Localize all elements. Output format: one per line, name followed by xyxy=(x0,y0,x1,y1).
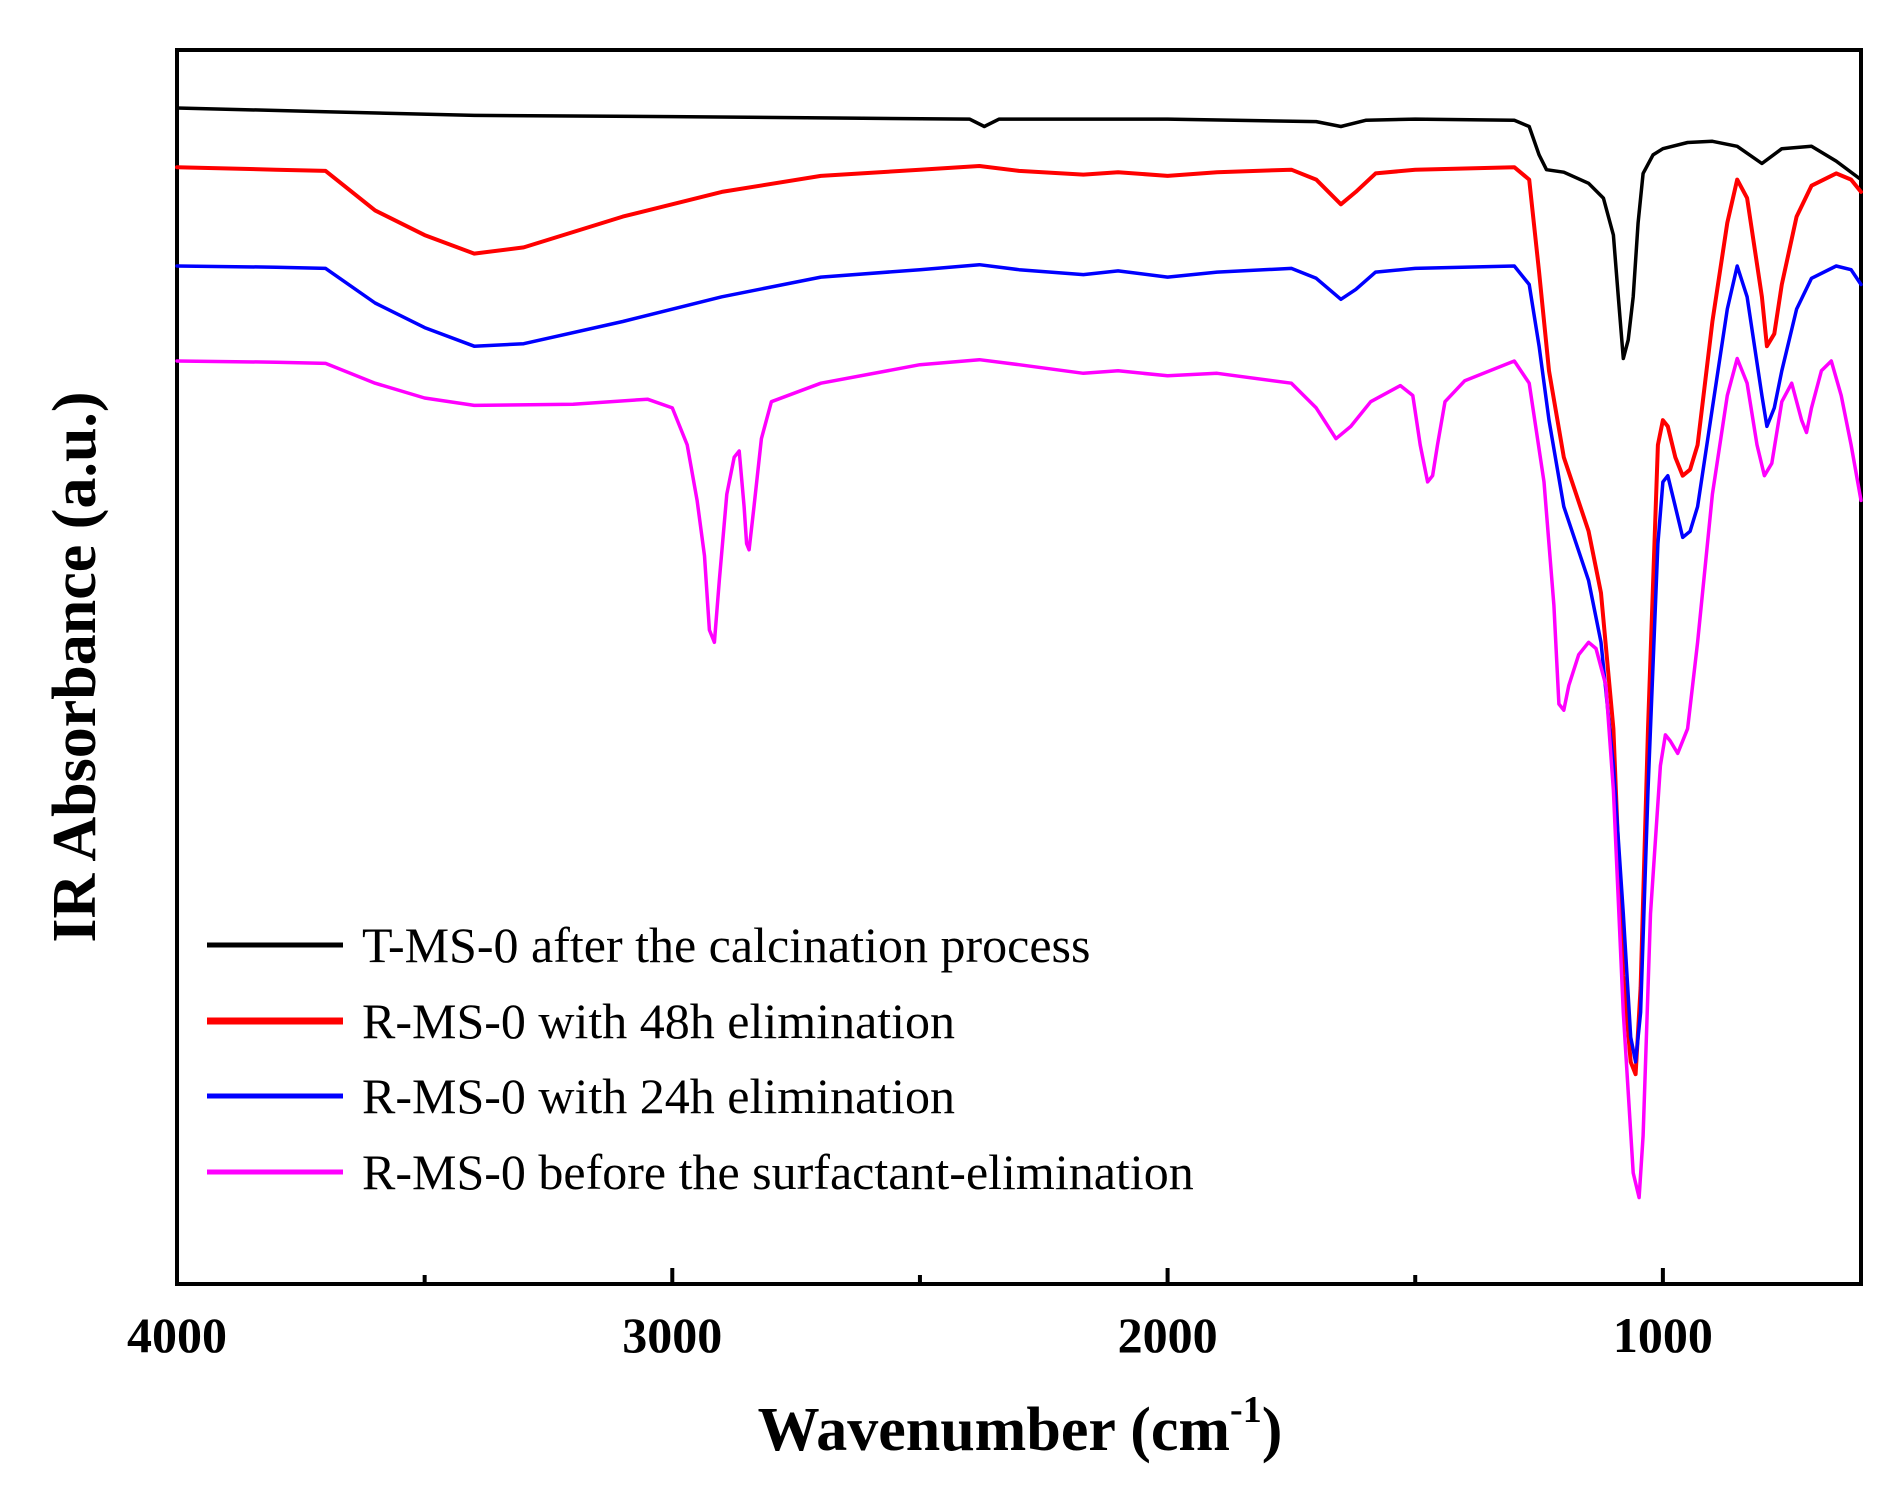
legend-label-r-ms-0-before: R-MS-0 before the surfactant-elimination xyxy=(362,1144,1194,1200)
y-axis-title: IR Absorbance (a.u.) xyxy=(41,391,109,942)
x-axis-title-main: Wavenumber (cm xyxy=(758,1396,1230,1464)
x-tick-label: 1000 xyxy=(1613,1307,1713,1363)
legend-entry: R-MS-0 before the surfactant-elimination xyxy=(207,1144,1194,1200)
x-axis-title: Wavenumber (cm-1) xyxy=(758,1389,1283,1464)
x-tick-label: 3000 xyxy=(622,1307,722,1363)
series-line-3 xyxy=(175,356,1863,1200)
legend-label-r-ms-0-24h: R-MS-0 with 24h elimination xyxy=(362,1068,955,1124)
legend-label-r-ms-0-48h: R-MS-0 with 48h elimination xyxy=(362,993,955,1049)
x-axis-title-end: ) xyxy=(1262,1396,1283,1464)
x-axis-title-superscript: -1 xyxy=(1230,1389,1262,1431)
x-tick-label: 4000 xyxy=(127,1307,227,1363)
legend-entry: R-MS-0 with 24h elimination xyxy=(207,1068,955,1124)
x-tick-label: 2000 xyxy=(1118,1307,1218,1363)
legend: T-MS-0 after the calcination process R-M… xyxy=(207,917,1194,1200)
series-line-0 xyxy=(175,106,1863,361)
plot-frame xyxy=(175,48,1863,1286)
legend-label-t-ms-0: T-MS-0 after the calcination process xyxy=(362,917,1090,973)
legend-entry: R-MS-0 with 48h elimination xyxy=(207,993,955,1049)
series-line-2 xyxy=(175,262,1863,1064)
series-line-1 xyxy=(175,164,1863,1077)
x-axis-ticks: 4000 3000 2000 1000 xyxy=(127,1268,1713,1363)
series-layer xyxy=(175,106,1863,1200)
legend-entry: T-MS-0 after the calcination process xyxy=(207,917,1090,973)
